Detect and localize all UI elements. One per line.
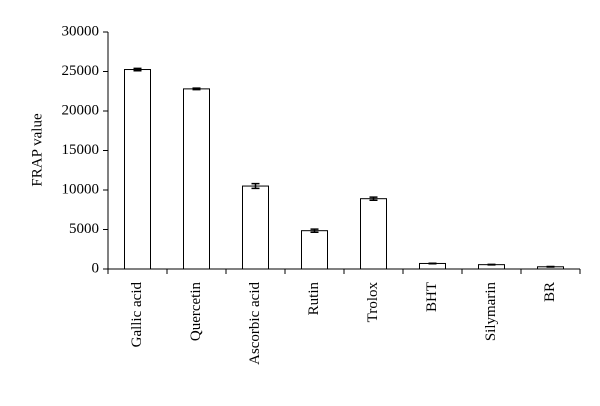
y-tick-label: 10000	[62, 181, 100, 197]
error-bar	[310, 228, 319, 234]
y-tick-label: 30000	[62, 23, 100, 39]
y-tick-label: 5000	[69, 221, 99, 237]
y-axis-label: FRAP value	[29, 113, 45, 187]
y-tick-label: 25000	[62, 63, 100, 79]
bar	[124, 69, 151, 270]
y-tick-label: 0	[92, 260, 100, 276]
x-tick-label: Gallic acid	[129, 282, 145, 348]
bar	[183, 88, 210, 270]
x-tick-label: BHT	[424, 282, 440, 312]
error-bar	[133, 67, 142, 72]
x-tick-label: Quercetin	[188, 282, 204, 342]
y-tick-label: 15000	[62, 142, 100, 158]
x-tick-label: Rutin	[306, 282, 322, 316]
x-tick-label: Silymarin	[483, 282, 499, 342]
bar	[301, 230, 328, 270]
error-bar	[251, 182, 260, 190]
bar	[242, 185, 269, 270]
error-bar	[192, 87, 201, 91]
x-tick-label: BR	[542, 282, 558, 302]
error-bar	[369, 196, 378, 202]
bar	[360, 198, 387, 270]
x-tick-label: Trolox	[365, 282, 381, 323]
y-tick-label: 20000	[62, 102, 100, 118]
x-tick-label: Ascorbic acid	[247, 282, 263, 365]
